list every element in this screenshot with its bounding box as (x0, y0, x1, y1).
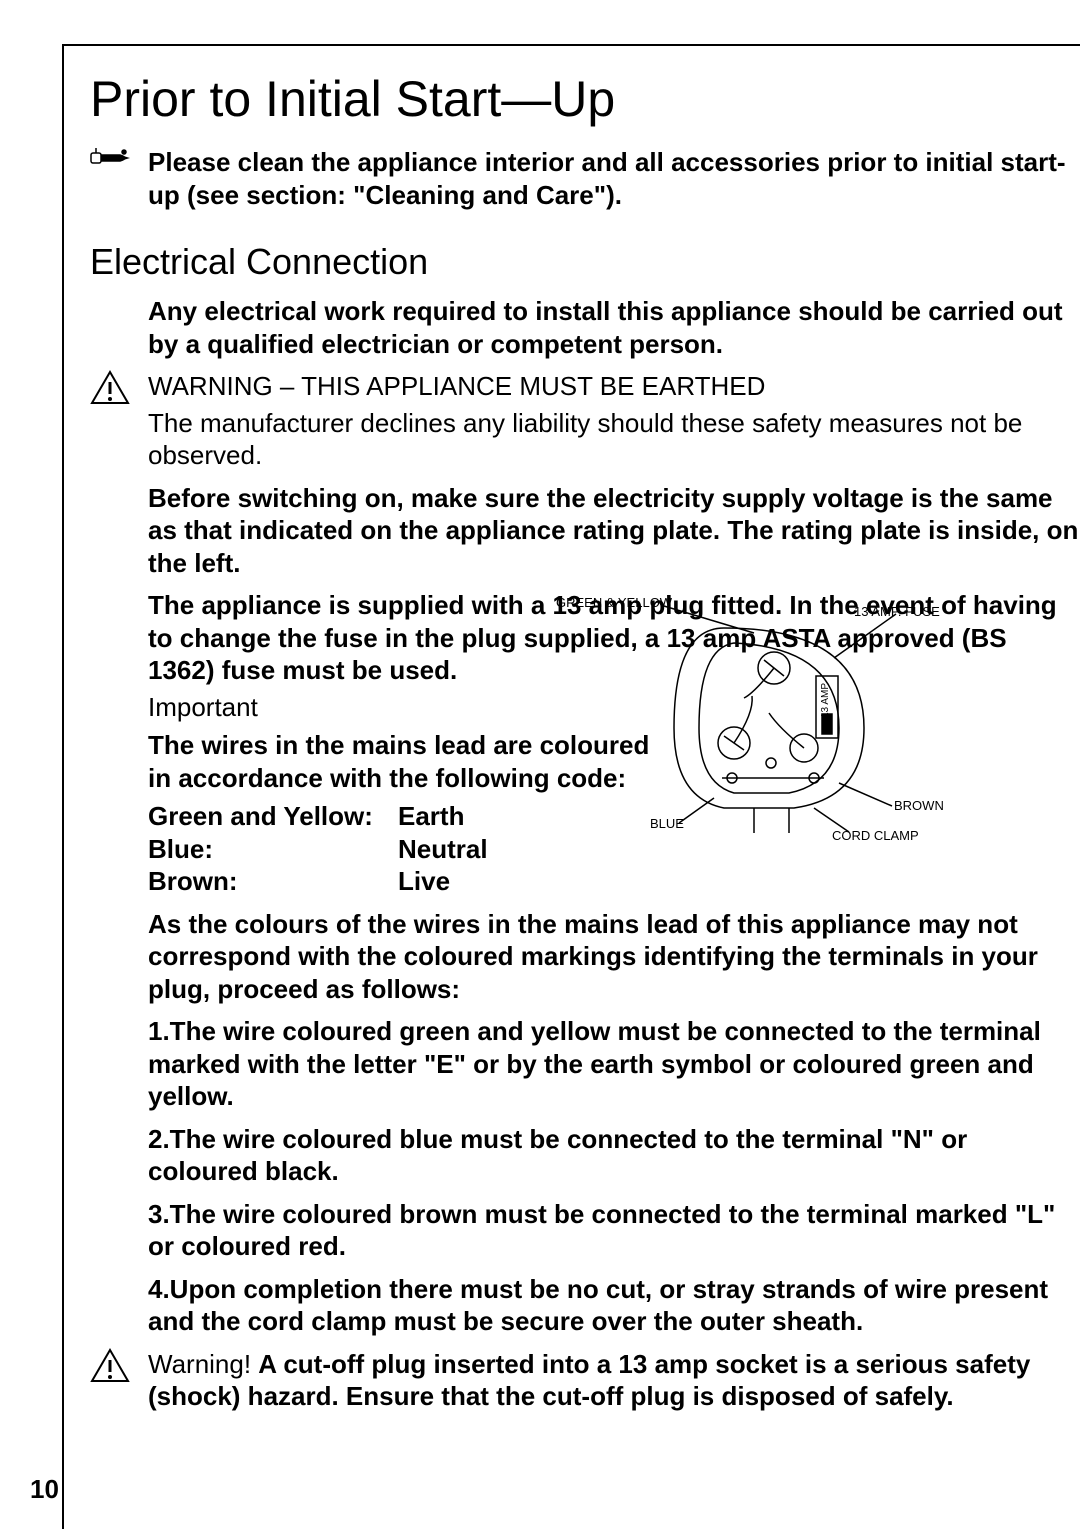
wiring-value: Neutral (398, 833, 488, 866)
warning2-body: A cut-off plug inserted into a 13 amp so… (148, 1349, 1030, 1412)
step3: 3.The wire coloured brown must be connec… (148, 1198, 1080, 1263)
colours-intro: As the colours of the wires in the mains… (148, 908, 1080, 1006)
diag-label-cord-clamp: CORD CLAMP (832, 828, 919, 843)
warn-heading: WARNING – THIS APPLIANCE MUST BE EARTHED (148, 370, 1080, 403)
page-number: 10 (30, 1474, 59, 1505)
step4: 4.Upon completion there must be no cut, … (148, 1273, 1080, 1338)
diag-label-brown: BROWN (894, 798, 944, 813)
warning-text-col: WARNING – THIS APPLIANCE MUST BE EARTHED… (148, 370, 1080, 472)
important-label: Important (148, 692, 258, 722)
diag-label-blue: BLUE (650, 816, 684, 831)
diag-label-fuse: 13 AMP. FUSE (854, 604, 940, 619)
intro-row: Please clean the appliance interior and … (90, 146, 1080, 211)
warning-triangle-icon (90, 370, 148, 406)
wiring-name: Brown: (148, 865, 398, 898)
heading-2: Electrical Connection (90, 241, 1080, 283)
wiring-name: Green and Yellow: (148, 800, 398, 833)
warning2-label: Warning! (148, 1349, 258, 1379)
elec-intro: Any electrical work required to install … (148, 295, 1080, 360)
wiring-value: Earth (398, 800, 464, 833)
warning2-text: Warning! A cut-off plug inserted into a … (148, 1348, 1080, 1413)
wiring-value: Live (398, 865, 450, 898)
before-switch: Before switching on, make sure the elect… (148, 482, 1080, 580)
diag-label-13amp: 13 AMP (820, 683, 831, 718)
warning-triangle-icon (90, 1348, 148, 1384)
wiring-name: Blue: (148, 833, 398, 866)
warning-row: WARNING – THIS APPLIANCE MUST BE EARTHED… (90, 370, 1080, 472)
step2: 2.The wire coloured blue must be connect… (148, 1123, 1080, 1188)
table-row: Brown: Live (148, 865, 1080, 898)
warn-body: The manufacturer declines any liability … (148, 407, 1080, 472)
diag-label-green-yellow: GREEN & YELLOW (556, 595, 672, 610)
heading-1: Prior to Initial Start—Up (90, 70, 1080, 128)
plug-wiring-diagram: GREEN & YELLOW 13 AMP. FUSE BROWN CORD C… (604, 598, 944, 858)
important-body: The wires in the mains lead are coloured… (148, 729, 668, 794)
step1: 1.The wire coloured green and yellow mus… (148, 1015, 1080, 1113)
hand-point-icon (90, 146, 148, 172)
warning2-row: Warning! A cut-off plug inserted into a … (90, 1348, 1080, 1413)
intro-text: Please clean the appliance interior and … (148, 146, 1080, 211)
